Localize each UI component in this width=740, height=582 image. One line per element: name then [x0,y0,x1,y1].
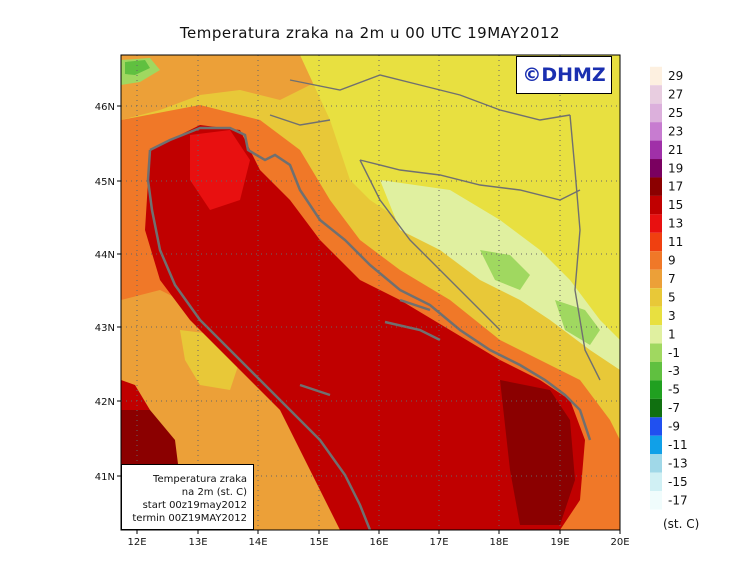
color-legend: 29 27 25 23 21 19 17 15 13 11 9 7 5 3 1 -1 -3 -5 -7 -9 -11 -1… [650,66,688,510]
legend-label: -5 [668,383,680,397]
x-tick-label: 17E [429,537,448,548]
x-tick-label: 16E [369,537,388,548]
coastline-balkan [149,126,592,441]
y-tick-label: 41N [95,472,115,483]
y-axis: 46N 45N 44N 43N 42N 41N [95,102,121,483]
legend-label: 23 [668,124,683,138]
legend-label: 7 [668,272,676,286]
x-tick-label: 18E [489,537,508,548]
x-tick-label: 20E [610,537,629,548]
country-borders [269,74,601,381]
legend-swatch [650,417,662,436]
legend-label: -1 [668,346,680,360]
legend-label: -13 [668,456,688,470]
x-tick-label: 12E [127,537,146,548]
legend-label: -9 [668,420,680,434]
x-axis: 12E 13E 14E 15E 16E 17E 18E 19E 20E [127,530,630,548]
legend-swatch [650,103,662,123]
legend-label: -7 [668,401,680,415]
legend-label: 5 [668,290,676,304]
legend-label: -11 [668,438,688,452]
y-tick-label: 45N [95,177,115,188]
legend-swatch [650,232,662,252]
info-line-1: Temperatura zraka [153,474,247,485]
legend-label: -3 [668,364,680,378]
y-tick-label: 44N [95,250,115,261]
info-line-2: na 2m (st. C) [181,487,247,498]
legend-swatch [650,491,662,510]
y-tick-label: 43N [95,323,115,334]
field-south-adriatic-deep [500,380,575,525]
legend-label: 29 [668,69,683,83]
x-tick-label: 13E [188,537,207,548]
x-tick-label: 14E [248,537,267,548]
legend-swatch [650,454,662,473]
legend-swatch [650,325,662,344]
legend-swatch [650,380,662,399]
legend-label: 17 [668,180,683,194]
field-adriatic-sea [145,125,585,530]
legend-label: 19 [668,161,683,175]
island-1 [384,320,441,342]
field-tyrrhenian-edge [121,380,150,410]
legend-label: 3 [668,309,676,323]
gridlines [121,55,620,530]
legend-swatch [650,66,662,86]
border-cro-bih-west [359,159,501,331]
legend-swatch [650,195,662,215]
info-line-4: termin 00Z19MAY2012 [132,513,247,524]
legend-label: -17 [668,493,688,507]
x-tick-label: 19E [550,537,569,548]
temperature-field [121,55,620,530]
island-2 [399,298,431,312]
dhmz-logo: ©DHMZ [516,56,612,94]
legend-swatch [650,472,662,492]
legend-swatch [650,288,662,307]
legend-label: 13 [668,217,683,231]
info-line-3: start 00z19may2012 [142,500,247,511]
x-tick-label: 15E [309,537,328,548]
coastlines [146,126,592,530]
legend-swatch [650,269,662,289]
field-alps-colder [125,60,150,75]
legend-swatch [650,398,662,418]
legend-unit: (st. C) [663,517,699,531]
legend-label: 9 [668,254,676,268]
legend-swatch [650,177,662,196]
legend-swatch [650,122,662,141]
field-istria-gulf [190,130,250,210]
legend-label: 25 [668,106,683,120]
legend-swatch [650,343,662,362]
field-dinaric-cold-2 [555,300,600,345]
legend-swatch [650,306,662,326]
legend-swatch [650,159,662,178]
border-slo-hun [289,74,571,121]
legend-label: 11 [668,235,683,249]
legend-swatch [650,140,662,160]
field-dinaric-cold-1 [480,250,530,290]
legend-swatch [650,85,662,104]
legend-label: 15 [668,198,683,212]
y-tick-label: 46N [95,102,115,113]
map-title: Temperatura zraka na 2m u 00 UTC 19MAY20… [179,24,561,42]
y-tick-label: 42N [95,397,115,408]
border-slo-cro [269,114,331,126]
legend-swatch [650,214,662,233]
legend-swatch [650,361,662,381]
legend-swatch [650,251,662,270]
field-alps-warm [121,55,320,120]
legend-label: 1 [668,327,676,341]
legend-label: 27 [668,87,683,101]
gargano-coast [299,383,331,397]
info-box: Temperatura zraka na 2m (st. C) start 00… [121,464,254,530]
coastline-italy [146,149,372,530]
legend-label: -15 [668,475,688,489]
legend-label: 21 [668,143,683,157]
border-srb [569,114,601,381]
plot-frame [120,54,621,531]
legend-swatch [650,435,662,455]
